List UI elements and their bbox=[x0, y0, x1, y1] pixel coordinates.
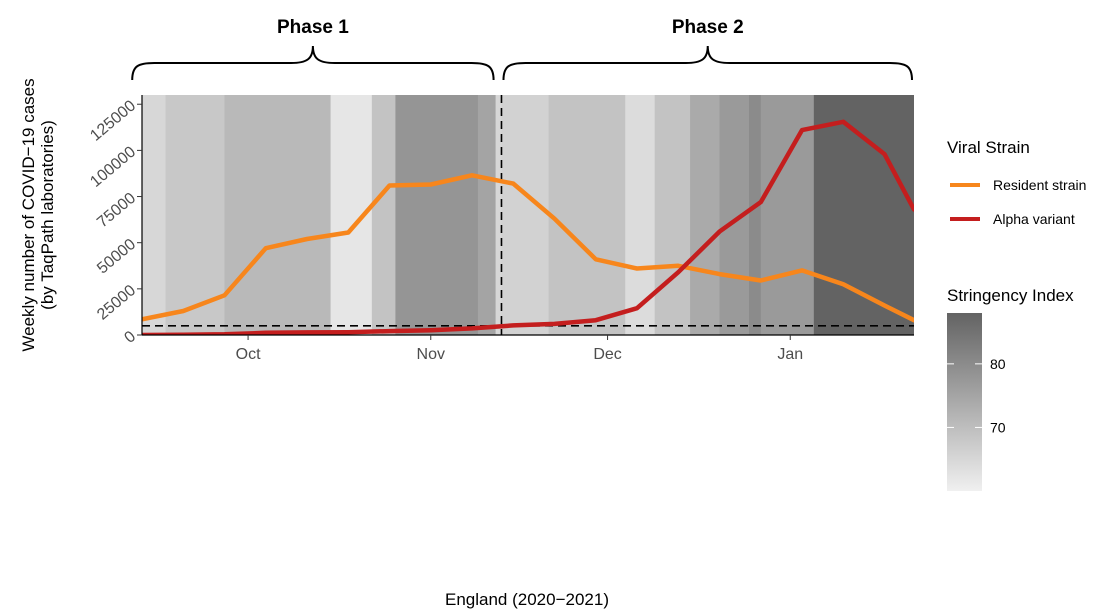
series-line-alpha-variant bbox=[142, 119, 914, 335]
y-tick-label-0: 0 bbox=[121, 328, 139, 347]
phase-bracket-1 bbox=[131, 45, 495, 81]
stringency-band-9 bbox=[548, 95, 626, 335]
reference-lines bbox=[142, 95, 914, 335]
y-tick-label-50000: 50000 bbox=[94, 236, 139, 278]
phase-label-2: Phase 2 bbox=[672, 17, 744, 38]
colorbar-gradient bbox=[947, 313, 982, 491]
axes bbox=[141, 95, 914, 336]
stringency-band-14 bbox=[748, 95, 762, 335]
stringency-band-4 bbox=[371, 95, 397, 335]
colorbar-title: Stringency Index bbox=[947, 286, 1074, 305]
x-tick-label-dec: Dec bbox=[593, 346, 621, 363]
x-tick-label-nov: Nov bbox=[417, 346, 445, 363]
series-line-resident-strain bbox=[142, 173, 914, 323]
y-tick-label-25000: 25000 bbox=[94, 282, 139, 324]
stringency-colorbar: Stringency Index 70 80 bbox=[947, 286, 1074, 491]
y-axis-title-line-1: Weekly number of COVID−19 cases bbox=[19, 78, 38, 351]
y-tick-label-125000: 125000 bbox=[87, 97, 139, 144]
phase-label-1: Phase 1 bbox=[277, 17, 349, 38]
stringency-bands bbox=[142, 95, 914, 335]
stringency-band-11 bbox=[654, 95, 691, 335]
stringency-band-12 bbox=[690, 95, 721, 335]
phase-labels: Phase 1 Phase 2 bbox=[277, 17, 744, 38]
phase-brackets bbox=[131, 45, 913, 81]
y-axis-title-line-2: (by TaqPath laboratories) bbox=[38, 120, 57, 310]
stringency-band-7 bbox=[495, 95, 503, 335]
stringency-band-2 bbox=[224, 95, 332, 335]
x-tick-label-oct: Oct bbox=[236, 346, 261, 363]
phase-bracket-2 bbox=[502, 45, 913, 81]
stringency-band-5 bbox=[395, 95, 479, 335]
x-axis-ticks: Oct Nov Dec Jan bbox=[236, 335, 803, 363]
legend-label-resident-strain: Resident strain bbox=[993, 177, 1086, 193]
stringency-band-16 bbox=[813, 95, 914, 335]
legend-label-alpha-variant: Alpha variant bbox=[993, 211, 1075, 227]
legend-title: Viral Strain bbox=[947, 138, 1030, 157]
stringency-band-8 bbox=[501, 95, 550, 335]
colorbar-tick-label-70: 70 bbox=[990, 419, 1006, 435]
y-tick-label-100000: 100000 bbox=[87, 143, 139, 190]
colorbar-tick-label-80: 80 bbox=[990, 356, 1006, 372]
x-axis-title: England (2020−2021) bbox=[445, 590, 609, 609]
stringency-band-0 bbox=[142, 95, 167, 335]
y-tick-label-75000: 75000 bbox=[94, 190, 139, 232]
y-axis-title: Weekly number of COVID−19 cases (by TaqP… bbox=[19, 78, 57, 351]
colorbar-ticks: 70 80 bbox=[947, 356, 1006, 435]
stringency-band-6 bbox=[477, 95, 497, 335]
stringency-band-1 bbox=[165, 95, 226, 335]
stringency-band-15 bbox=[760, 95, 815, 335]
series-lines bbox=[142, 119, 914, 335]
x-tick-label-jan: Jan bbox=[777, 346, 803, 363]
legend: Viral Strain Resident strain Alpha varia… bbox=[947, 138, 1086, 227]
